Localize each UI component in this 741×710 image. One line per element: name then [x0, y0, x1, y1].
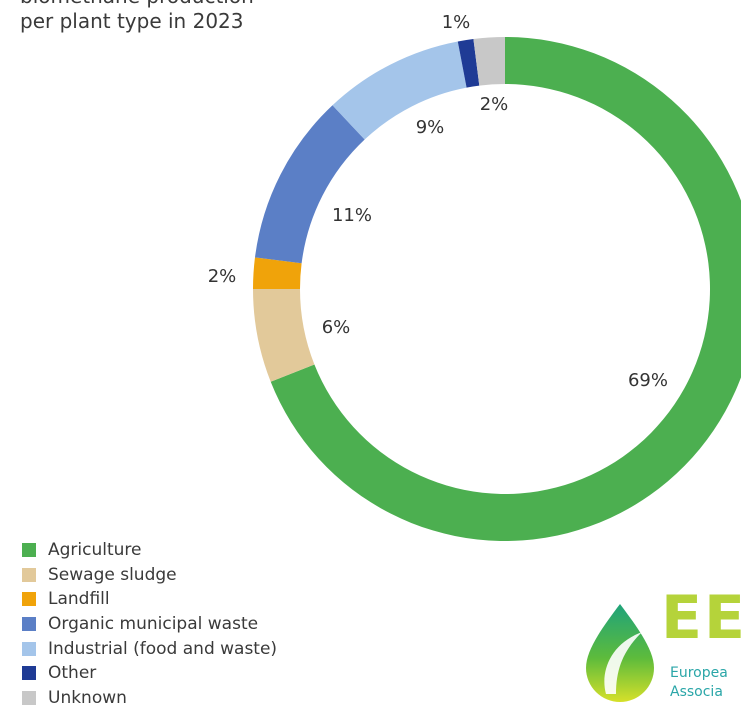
legend-label: Landfill [48, 589, 110, 610]
data-label-landfill: 2% [208, 266, 237, 287]
chart-title-line-1: biomethane production [20, 0, 254, 9]
legend-swatch [22, 567, 36, 582]
data-label-other: 1% [442, 12, 471, 33]
legend-item: Sewage sludge [22, 563, 277, 588]
data-label-organic-municipal-waste: 11% [332, 205, 372, 226]
legend-swatch [22, 543, 36, 558]
slice-organic-municipal-waste [254, 105, 365, 264]
legend: Agriculture Sewage sludge Landfill Organic … [22, 538, 277, 710]
data-label-unknown: 2% [480, 94, 509, 115]
legend-item: Unknown [22, 686, 277, 710]
legend-swatch [22, 617, 36, 632]
donut-slices [253, 37, 741, 541]
logo-subtitle-line-2: Associa [670, 684, 723, 700]
legend-swatch [22, 592, 36, 607]
slice-sewage-sludge [253, 289, 315, 382]
legend-label: Other [48, 663, 97, 684]
legend-label: Organic municipal waste [48, 614, 259, 635]
legend-item: Organic municipal waste [22, 612, 277, 637]
data-label-sewage-sludge: 6% [322, 317, 351, 338]
leaf-drop-icon [586, 604, 654, 702]
data-label-agriculture: 69% [628, 370, 668, 391]
legend-item: Agriculture [22, 538, 277, 563]
data-label-industrial-food-and-waste: 9% [416, 117, 445, 138]
slice-industrial-food-and-waste [332, 41, 467, 140]
legend-swatch [22, 690, 36, 705]
logo-subtitle-line-1: Europea [670, 665, 728, 681]
legend-label: Unknown [48, 687, 127, 708]
slice-landfill [253, 257, 302, 289]
data-labels: 69% 6% 2% 11% 9% 1% 2% [208, 12, 668, 391]
chart-title: biomethane production per plant type in … [20, 0, 254, 34]
legend-item: Industrial (food and waste) [22, 636, 277, 661]
legend-label: Agriculture [48, 540, 142, 561]
legend-label: Sewage sludge [48, 564, 177, 585]
legend-item: Landfill [22, 587, 277, 612]
chart-title-line-2: per plant type in 2023 [20, 9, 244, 33]
legend-swatch [22, 641, 36, 656]
logo-letters: EE [661, 584, 741, 653]
legend-item: Other [22, 661, 277, 686]
legend-label: Industrial (food and waste) [48, 638, 278, 659]
legend-swatch [22, 666, 36, 681]
slice-unknown [473, 37, 505, 86]
slice-other [457, 38, 480, 88]
eba-logo: EE Europea Associa [572, 584, 741, 709]
